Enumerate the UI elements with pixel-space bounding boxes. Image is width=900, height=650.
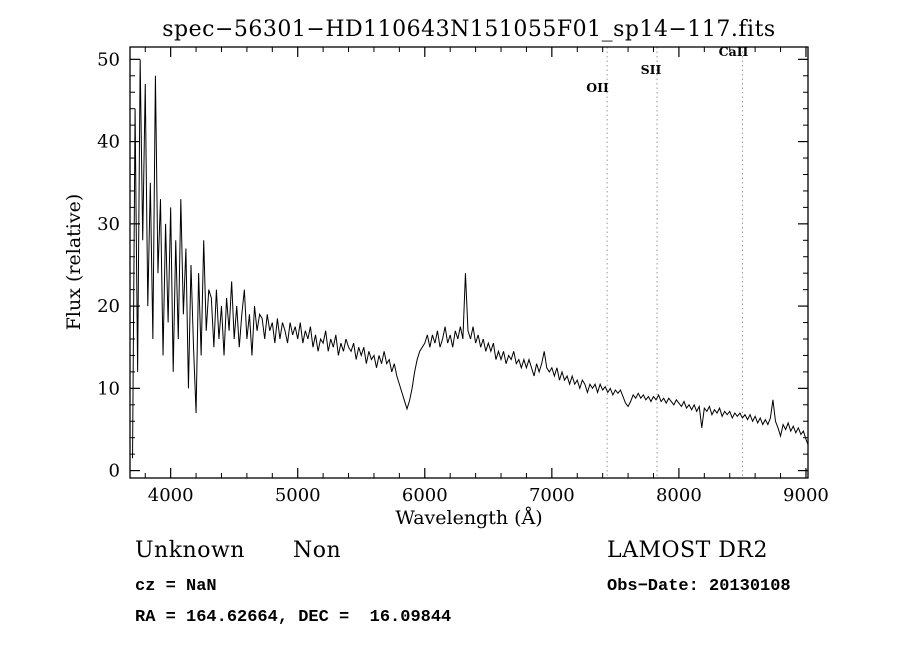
- y-tick-label: 40: [97, 132, 120, 153]
- feature-label-sii: SII: [641, 62, 662, 77]
- spectrum-trace: [132, 59, 808, 459]
- x-tick-label: 4000: [148, 485, 194, 506]
- obs-date: Obs−Date: 20130108: [607, 577, 791, 596]
- x-tick-label: 6000: [402, 485, 448, 506]
- object-subclass-label: Non: [293, 538, 342, 563]
- y-tick-label: 50: [97, 49, 120, 70]
- ra-dec-coordinates: RA = 164.62664, DEC = 16.09844: [135, 608, 452, 627]
- x-axis-label: Wavelength (Å): [395, 507, 542, 529]
- x-tick-label: 8000: [656, 485, 702, 506]
- plot-frame: [129, 46, 809, 479]
- feature-label-caii: CaII: [719, 44, 749, 59]
- y-tick-label: 0: [109, 461, 120, 482]
- y-tick-label: 20: [97, 296, 120, 317]
- cz-value: cz = NaN: [135, 577, 217, 596]
- y-axis-label: Flux (relative): [63, 194, 85, 331]
- spectral-feature-markers: OII SII CaII: [586, 44, 749, 478]
- y-tick-label: 30: [97, 214, 120, 235]
- x-tick-label: 5000: [275, 485, 321, 506]
- x-tick-label: 7000: [529, 485, 575, 506]
- feature-label-oii: OII: [586, 80, 609, 95]
- survey-name: LAMOST DR2: [607, 538, 768, 563]
- object-class-label: Unknown: [135, 538, 245, 563]
- chart-title: spec−56301−HD110643N151055F01_sp14−117.f…: [162, 17, 775, 42]
- x-tick-label: 9000: [783, 485, 829, 506]
- spectrum-trace-group: [132, 59, 808, 459]
- y-tick-label: 10: [97, 378, 120, 399]
- axes: 4000 5000 6000 7000 8000 9000 0 10 20 30 40 50: [97, 47, 829, 506]
